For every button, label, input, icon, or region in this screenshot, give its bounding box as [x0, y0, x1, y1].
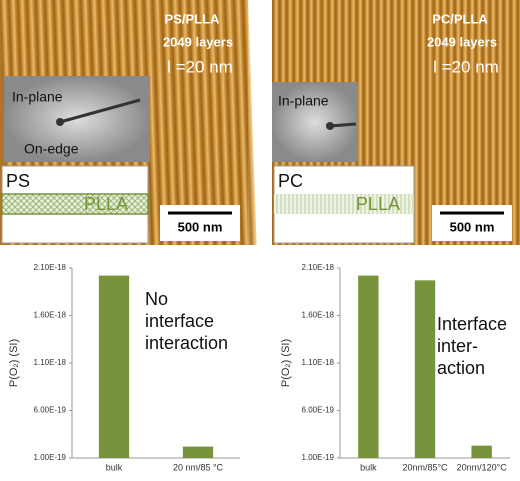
scale-label: 500 nm: [178, 219, 223, 234]
scale-label: 500 nm: [450, 219, 495, 234]
annotation: action: [437, 358, 485, 378]
x-tick-label: 20 nm/85 °C: [173, 462, 224, 472]
annotation: Interface: [437, 314, 507, 334]
scale-box: [160, 205, 240, 241]
y-tick-label: 1.10E-18: [302, 358, 335, 367]
bar: [414, 280, 436, 458]
x-tick-label: bulk: [360, 462, 377, 472]
y-axis-label: P(O₂) (SI): [8, 339, 20, 387]
x-tick-label: 20nm/85°C: [402, 462, 448, 472]
layer-label: PC: [278, 171, 303, 191]
layer-label: PLLA: [84, 194, 128, 214]
x-tick-label: bulk: [106, 462, 123, 472]
y-axis-label: P(O₂) (SI): [280, 339, 292, 387]
bar: [358, 275, 379, 458]
scale-box: [432, 205, 512, 241]
panel-spacing: l =20 nm: [433, 57, 499, 76]
afm-image-left: PS/PLLA 2049 layers l =20 nm In-plane On…: [0, 0, 257, 245]
x-tick-label: 20nm/120°C: [457, 462, 508, 472]
annotation: interface: [145, 311, 214, 331]
bar: [98, 275, 130, 458]
y-tick-label: 1.10E-18: [34, 358, 67, 367]
annotation: No: [145, 289, 168, 309]
panel-layers: 2049 layers: [163, 34, 233, 49]
y-tick-label: 1.00E-19: [302, 453, 335, 462]
inset-label: In-plane: [278, 93, 329, 109]
y-tick-label: 6.00E-19: [34, 406, 67, 415]
inset-label: On-edge: [24, 141, 79, 157]
panel-title: PC/PLLA: [432, 11, 488, 26]
panel-title: PS/PLLA: [165, 11, 221, 26]
saxs-inset: [4, 76, 150, 162]
afm-image-right: PC/PLLA 2049 layers l =20 nm In-plane PC…: [272, 0, 520, 245]
layer-label: PLLA: [356, 194, 400, 214]
saxs-inset: [272, 82, 358, 162]
y-tick-label: 6.00E-19: [302, 406, 335, 415]
bar: [471, 445, 492, 458]
y-tick-label: 2.10E-18: [34, 263, 67, 272]
annotation: interaction: [145, 333, 228, 353]
panel-spacing: l =20 nm: [167, 57, 233, 76]
y-tick-label: 2.10E-18: [302, 263, 335, 272]
annotation: inter-: [437, 336, 478, 356]
y-tick-label: 1.60E-18: [302, 311, 335, 320]
panel-layers: 2049 layers: [427, 34, 497, 49]
layer-label: PS: [6, 171, 30, 191]
y-tick-label: 1.00E-19: [34, 453, 67, 462]
y-tick-label: 1.60E-18: [34, 311, 67, 320]
inset-label: In-plane: [12, 89, 63, 105]
bar: [182, 446, 214, 458]
